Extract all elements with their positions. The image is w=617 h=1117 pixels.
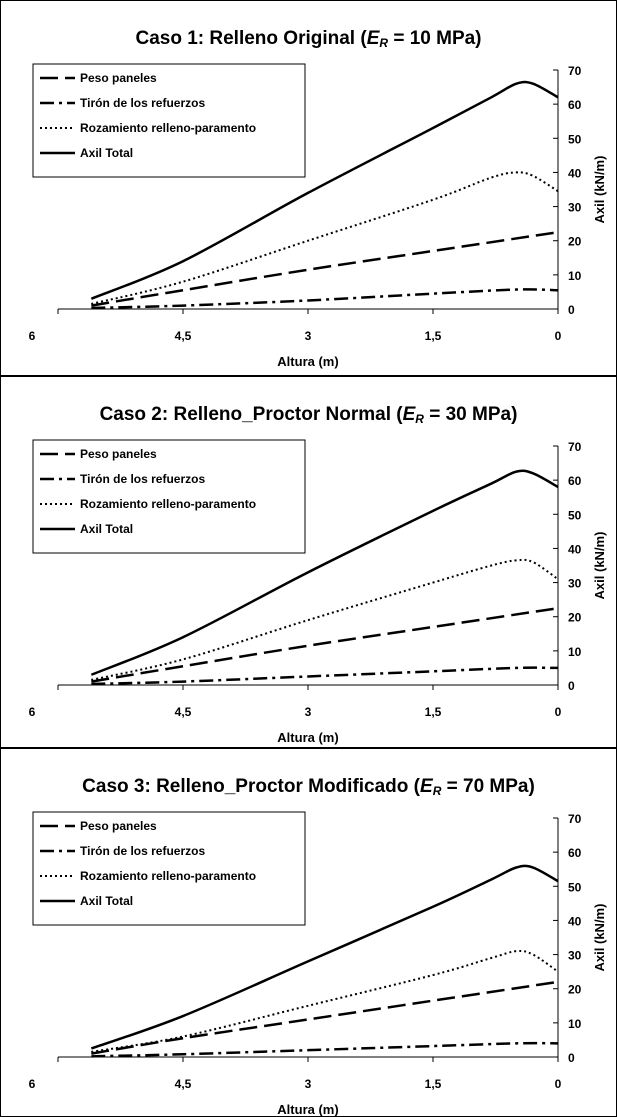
- x-tick-label: 4,5: [175, 329, 192, 343]
- x-tick-label: 1,5: [425, 705, 442, 719]
- x-tick-label: 1,5: [425, 1077, 442, 1091]
- chart-title-suffix: = 70 MPa): [441, 776, 534, 797]
- y-tick-label: 40: [568, 914, 582, 928]
- y-tick-label: 10: [568, 1017, 582, 1031]
- legend-label: Tirón de los refuerzos: [80, 472, 205, 486]
- y-tick-label: 60: [568, 474, 582, 488]
- legend-label: Axil Total: [80, 146, 133, 160]
- legend-label: Rozamiento relleno-paramento: [80, 869, 256, 883]
- x-tick-label: 0: [555, 705, 562, 719]
- x-tick-label: 3: [305, 1077, 312, 1091]
- series-line-3: [91, 949, 559, 1053]
- y-tick-label: 70: [568, 812, 582, 826]
- chart-title-prefix: Caso 1: Relleno Original (: [135, 28, 367, 49]
- legend-label: Tirón de los refuerzos: [80, 844, 205, 858]
- legend: Peso paneles Tirón de los refuerzos Rozami…: [32, 63, 306, 178]
- series-line-1: [91, 230, 559, 307]
- y-tick-label: 60: [568, 98, 582, 112]
- legend: Peso paneles Tirón de los refuerzos Rozami…: [32, 439, 306, 554]
- y-tick-label: 30: [568, 201, 582, 215]
- y-tick-label: 30: [568, 949, 582, 963]
- legend-label: Rozamiento relleno-paramento: [80, 497, 256, 511]
- series-line-4: [90, 864, 559, 1050]
- y-tick-label: 10: [568, 269, 582, 283]
- chart-title-prefix: Caso 2: Relleno_Proctor Normal (: [100, 404, 404, 425]
- chart-title-symbol: E: [403, 404, 417, 425]
- y-axis-label: Axil (kN/m): [592, 904, 607, 972]
- x-tick-label: 6: [29, 1077, 36, 1091]
- legend-label: Rozamiento relleno-paramento: [80, 121, 256, 135]
- series-line-1: [91, 980, 559, 1055]
- y-tick-label: 20: [568, 235, 582, 249]
- x-tick-label: 3: [305, 705, 312, 719]
- legend-label: Axil Total: [80, 894, 133, 908]
- y-tick-label: 70: [568, 440, 582, 454]
- series-line-3: [91, 558, 559, 681]
- legend-label: Peso paneles: [80, 447, 157, 461]
- y-tick-label: 0: [568, 679, 575, 693]
- x-tick-label: 3: [305, 329, 312, 343]
- series-line-2: [91, 666, 559, 686]
- x-tick-label: 6: [29, 329, 36, 343]
- legend-label: Axil Total: [80, 522, 133, 536]
- chart-title-subscript: R: [433, 784, 442, 798]
- y-tick-label: 0: [568, 1051, 575, 1065]
- chart-title: Caso 1: Relleno Original (ER = 10 MPa): [135, 28, 481, 50]
- y-tick-label: 40: [568, 166, 582, 180]
- x-axis-label: Altura (m): [277, 1102, 338, 1117]
- x-axis-label: Altura (m): [277, 730, 338, 745]
- series-line-4: [90, 80, 559, 300]
- x-tick-label: 4,5: [175, 705, 192, 719]
- legend-label: Peso paneles: [80, 819, 157, 833]
- y-tick-label: 0: [568, 303, 575, 317]
- x-tick-label: 6: [29, 705, 36, 719]
- chart-title-symbol: E: [420, 776, 434, 797]
- y-tick-label: 40: [568, 542, 582, 556]
- chart-panel-1: Caso 1: Relleno Original (ER = 10 MPa) 0 1…: [0, 0, 617, 376]
- x-tick-label: 0: [555, 1077, 562, 1091]
- legend-label: Peso paneles: [80, 71, 157, 85]
- y-tick-label: 20: [568, 611, 582, 625]
- chart-title-subscript: R: [415, 412, 424, 426]
- chart-title-prefix: Caso 3: Relleno_Proctor Modificado (: [82, 776, 420, 797]
- legend: Peso paneles Tirón de los refuerzos Rozami…: [32, 811, 306, 926]
- y-tick-label: 10: [568, 645, 582, 659]
- panel-border: [0, 376, 617, 748]
- legend-label: Tirón de los refuerzos: [80, 96, 205, 110]
- chart-panel-3: Caso 3: Relleno_Proctor Modificado (ER =…: [0, 748, 617, 1117]
- chart-panel-2: Caso 2: Relleno_Proctor Normal (ER = 30 …: [0, 376, 617, 748]
- y-tick-label: 50: [568, 880, 582, 894]
- chart-title: Caso 2: Relleno_Proctor Normal (ER = 30 …: [100, 404, 518, 426]
- legend-box: [32, 63, 306, 178]
- series-line-2: [91, 288, 559, 310]
- series-line-4: [90, 469, 559, 676]
- chart-title-suffix: = 10 MPa): [388, 28, 481, 49]
- y-tick-label: 50: [568, 508, 582, 522]
- x-tick-label: 4,5: [175, 1077, 192, 1091]
- y-tick-label: 50: [568, 132, 582, 146]
- y-tick-label: 20: [568, 983, 582, 997]
- chart-title-symbol: E: [367, 28, 381, 49]
- y-axis-label: Axil (kN/m): [592, 532, 607, 600]
- chart-title-subscript: R: [379, 36, 388, 50]
- series-line-1: [91, 606, 559, 683]
- panel-border: [0, 0, 617, 376]
- series-line-2: [91, 1041, 559, 1058]
- x-tick-label: 1,5: [425, 329, 442, 343]
- y-tick-label: 30: [568, 577, 582, 591]
- legend-box: [32, 439, 306, 554]
- y-tick-label: 60: [568, 846, 582, 860]
- legend-box: [32, 811, 306, 926]
- x-tick-label: 0: [555, 329, 562, 343]
- chart-title: Caso 3: Relleno_Proctor Modificado (ER =…: [82, 776, 535, 798]
- y-axis-label: Axil (kN/m): [592, 156, 607, 224]
- x-axis-label: Altura (m): [277, 354, 338, 369]
- y-tick-label: 70: [568, 64, 582, 78]
- chart-title-suffix: = 30 MPa): [424, 404, 517, 425]
